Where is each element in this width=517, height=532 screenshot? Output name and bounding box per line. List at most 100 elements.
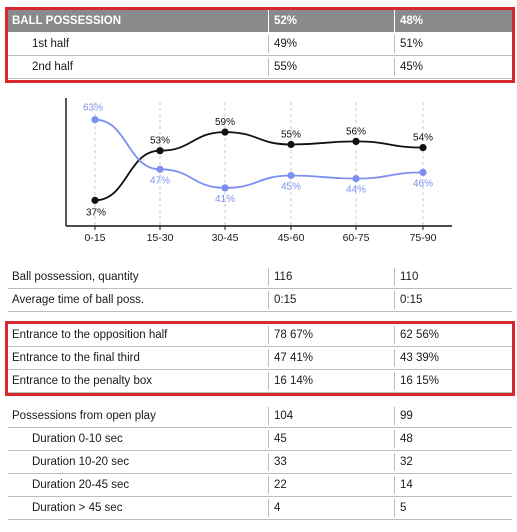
series-1-data-label: 37% bbox=[86, 207, 106, 218]
column-divider bbox=[394, 58, 395, 76]
series-2-point bbox=[91, 116, 99, 124]
column-divider bbox=[394, 476, 395, 494]
table-row: 1st half 49% 51% bbox=[8, 33, 512, 56]
series-1-data-label: 56% bbox=[346, 126, 366, 137]
table-row: Duration > 45 sec 4 5 bbox=[8, 497, 512, 520]
column-divider bbox=[394, 407, 395, 425]
row-label: 1st half bbox=[32, 38, 70, 50]
series-2-point bbox=[156, 165, 164, 173]
column-divider bbox=[268, 476, 269, 494]
column-divider bbox=[394, 268, 395, 286]
possession-header-label: BALL POSSESSION bbox=[12, 15, 122, 27]
column-divider bbox=[268, 349, 269, 367]
team1-value: 78 67% bbox=[274, 329, 314, 341]
row-label: Duration 0-10 sec bbox=[32, 433, 123, 445]
column-divider bbox=[268, 10, 269, 32]
team1-value: 47 41% bbox=[274, 352, 314, 364]
possession-line-chart: 37% 53% 59% 55% 56% 54% 63% 47% 41% 45% 44% 46% 0-1… bbox=[65, 98, 452, 244]
open-play-table: Possessions from open play 104 99 Durati… bbox=[8, 405, 512, 520]
team1-value: 0:15 bbox=[274, 294, 297, 306]
series-line-2 bbox=[94, 118, 424, 189]
row-label: Duration 20-45 sec bbox=[32, 479, 130, 491]
series-2-data-label: 41% bbox=[215, 194, 235, 205]
column-divider bbox=[268, 372, 269, 390]
table-row: Entrance to the final third 47 41% 43 39… bbox=[8, 347, 512, 370]
column-divider bbox=[268, 499, 269, 517]
table-row: Duration 0-10 sec 45 48 bbox=[8, 428, 512, 451]
team1-value: 104 bbox=[274, 410, 294, 422]
quantity-table: Ball possession, quantity 116 110 Averag… bbox=[8, 266, 512, 312]
column-divider bbox=[394, 35, 395, 53]
row-label: Duration > 45 sec bbox=[32, 502, 123, 514]
table-row: Possessions from open play 104 99 bbox=[8, 405, 512, 428]
table-row: Average time of ball poss. 0:15 0:15 bbox=[8, 289, 512, 312]
row-label: Average time of ball poss. bbox=[12, 294, 145, 306]
series-1-point bbox=[91, 196, 99, 204]
series-2-data-label: 46% bbox=[413, 178, 433, 189]
series-1-point bbox=[419, 144, 427, 152]
column-divider bbox=[394, 430, 395, 448]
series-2-point bbox=[221, 184, 229, 192]
team2-value: 110 bbox=[400, 271, 419, 283]
column-divider bbox=[268, 268, 269, 286]
series-line-1 bbox=[94, 131, 424, 202]
row-label: Entrance to the penalty box bbox=[12, 375, 153, 387]
team1-value: 4 bbox=[274, 502, 281, 514]
team1-value: 116 bbox=[274, 271, 293, 283]
column-divider bbox=[268, 430, 269, 448]
team1-value: 55% bbox=[274, 61, 298, 73]
team1-value: 22 bbox=[274, 479, 287, 491]
column-divider bbox=[394, 291, 395, 309]
series-1-data-label: 55% bbox=[281, 130, 301, 141]
entrances-table: Entrance to the opposition half 78 67% 6… bbox=[8, 324, 512, 393]
possession-team2-value: 48% bbox=[400, 15, 424, 27]
series-1-point bbox=[221, 128, 229, 136]
row-label: Entrance to the opposition half bbox=[12, 329, 168, 341]
table-row: Entrance to the opposition half 78 67% 6… bbox=[8, 324, 512, 347]
table-row: 2nd half 55% 45% bbox=[8, 56, 512, 79]
column-divider bbox=[394, 372, 395, 390]
series-1-point bbox=[352, 137, 360, 145]
table-row: Entrance to the penalty box 16 14% 16 15… bbox=[8, 370, 512, 393]
series-2-data-label: 44% bbox=[346, 185, 366, 196]
series-2-data-label: 63% bbox=[83, 103, 103, 114]
team2-value: 99 bbox=[400, 410, 413, 422]
row-label: Possessions from open play bbox=[12, 410, 156, 422]
row-label: 2nd half bbox=[32, 61, 73, 73]
chart-series: 37% 53% 59% 55% 56% 54% 63% 47% 41% 45% 44% 46% bbox=[83, 103, 433, 219]
column-divider bbox=[268, 453, 269, 471]
column-divider bbox=[394, 499, 395, 517]
team2-value: 0:15 bbox=[400, 294, 423, 306]
x-tick-label: 45-60 bbox=[278, 232, 305, 244]
team1-value: 16 14% bbox=[274, 375, 314, 387]
series-1-point bbox=[156, 147, 164, 155]
row-label: Ball possession, quantity bbox=[12, 271, 139, 283]
x-tick-label: 75-90 bbox=[410, 232, 437, 244]
team2-value: 5 bbox=[400, 502, 407, 514]
series-2-point bbox=[419, 168, 427, 176]
x-tick-label: 15-30 bbox=[147, 232, 174, 244]
team2-value: 62 56% bbox=[400, 329, 440, 341]
table-row: Duration 10-20 sec 33 32 bbox=[8, 451, 512, 474]
table-row: Duration 20-45 sec 22 14 bbox=[8, 474, 512, 497]
possession-team1-value: 52% bbox=[274, 15, 298, 27]
column-divider bbox=[394, 10, 395, 32]
chart-grid bbox=[94, 102, 424, 226]
team2-value: 51% bbox=[400, 38, 424, 50]
series-2-data-label: 45% bbox=[281, 182, 301, 193]
series-1-point bbox=[287, 140, 295, 149]
possession-header-row: BALL POSSESSION 52% 48% bbox=[8, 10, 512, 33]
column-divider bbox=[394, 326, 395, 344]
team1-value: 33 bbox=[274, 456, 287, 468]
row-label: Duration 10-20 sec bbox=[32, 456, 130, 468]
column-divider bbox=[268, 291, 269, 309]
team2-value: 45% bbox=[400, 61, 424, 73]
team2-value: 43 39% bbox=[400, 352, 440, 364]
possession-table: BALL POSSESSION 52% 48% 1st half 49% 51%… bbox=[8, 10, 512, 79]
column-divider bbox=[268, 58, 269, 76]
series-1-data-label: 54% bbox=[413, 133, 433, 144]
column-divider bbox=[394, 453, 395, 471]
team1-value: 49% bbox=[274, 38, 298, 50]
column-divider bbox=[268, 407, 269, 425]
x-tick-label: 60-75 bbox=[343, 232, 370, 244]
